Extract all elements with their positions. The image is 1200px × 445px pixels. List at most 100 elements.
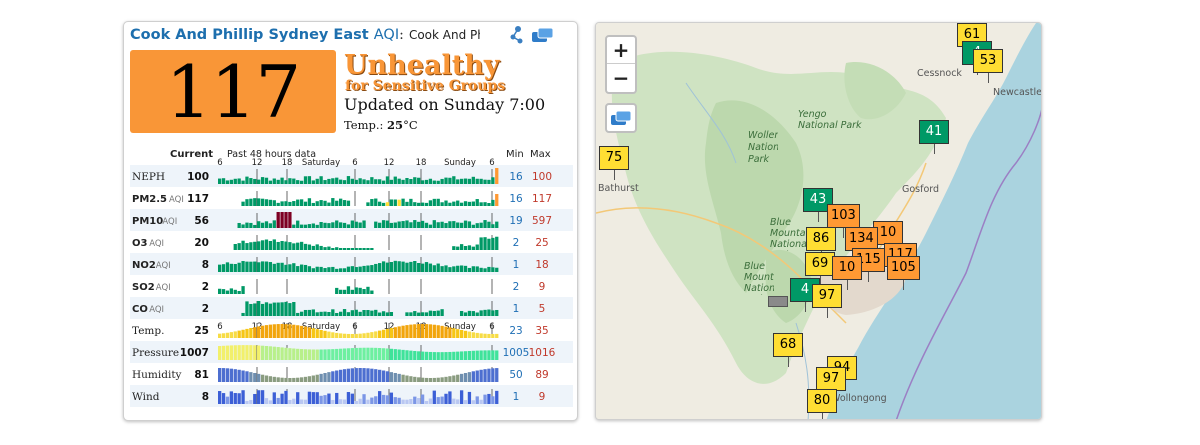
sparkline-bar <box>420 324 425 338</box>
sparkline-bar <box>229 263 234 272</box>
sparkline-bar <box>456 179 460 184</box>
marker-pin <box>805 302 806 312</box>
sparkline-bar <box>319 245 323 250</box>
sparkline-bar <box>440 309 444 316</box>
sparkline-bar <box>354 287 358 294</box>
sparkline-bar <box>491 350 495 360</box>
aqi-station-marker[interactable]: 97 <box>812 284 842 318</box>
sparkline-bar <box>491 177 495 184</box>
sparkline-bar <box>436 325 440 338</box>
aqi-value-box: 117 <box>130 50 336 133</box>
sparkline-bar <box>303 243 308 250</box>
sparkline-bar <box>479 237 483 250</box>
sparkline-bar <box>303 376 308 382</box>
sparkline-bar <box>397 178 401 184</box>
sparkline-bar <box>385 348 390 360</box>
sparkline-bar <box>253 327 257 338</box>
aqi-station-marker[interactable]: 105 <box>887 256 920 290</box>
sparkline-bar <box>292 324 296 338</box>
sparkline-bar <box>253 303 257 316</box>
sparkline-bar <box>338 399 343 404</box>
sparkline-bar <box>303 264 308 272</box>
sparkline-bar <box>405 262 409 272</box>
sparkline-bar <box>237 330 241 338</box>
aqi-station-marker[interactable]: 75 <box>599 146 629 180</box>
offline-station-marker[interactable] <box>768 296 788 307</box>
aqi-station-marker[interactable]: 53 <box>973 49 1003 83</box>
aqi-station-marker[interactable]: 68 <box>773 333 803 367</box>
sparkline-bar <box>272 346 276 360</box>
share-icon[interactable] <box>507 25 529 45</box>
sparkline-bar <box>327 178 331 184</box>
sparkline-bar <box>303 399 308 404</box>
sparkline-bar <box>495 194 499 206</box>
sparkline-bar <box>420 351 425 360</box>
sparkline-bar <box>463 220 468 228</box>
sparkline-bar <box>323 311 327 316</box>
sparkline-bar <box>331 332 335 338</box>
aqi-station-marker[interactable]: 103 <box>827 204 860 238</box>
aqi-station-marker[interactable]: 10 <box>832 256 862 290</box>
sparkline-bar <box>366 399 370 404</box>
sparkline-bar <box>456 329 460 338</box>
sparkline-bar <box>413 177 417 184</box>
sparkline-bar <box>475 396 479 404</box>
sparkline-bar <box>362 310 366 316</box>
aqi-station-marker[interactable]: 69 <box>805 252 835 286</box>
sparkline-bar <box>358 398 362 404</box>
sparkline-bar <box>319 176 323 184</box>
sparkline-bar <box>475 370 479 382</box>
sparkline-bar <box>253 198 257 206</box>
marker-pin <box>827 308 828 318</box>
sparkline-bar <box>374 221 378 228</box>
map-layers-button[interactable] <box>605 103 637 133</box>
sparkline-bar <box>233 178 237 184</box>
station-city-link[interactable]: Cook And Phillip Sydney East <box>130 27 369 43</box>
sparkline-bar <box>428 351 433 360</box>
sparkline-bar <box>378 201 382 206</box>
aqi-station-marker[interactable]: 86 <box>806 227 836 261</box>
sparkline-bar <box>370 310 374 316</box>
sparkline-bar <box>299 180 304 184</box>
sparkline-bar <box>350 393 354 404</box>
zoom-out-button[interactable]: − <box>612 66 630 90</box>
layers-icon[interactable] <box>531 25 555 45</box>
sparkline-bar <box>389 179 394 184</box>
sparkline-bar <box>487 393 491 404</box>
sparkline-bar <box>479 267 483 272</box>
row-label-suffix: AQI <box>169 195 184 205</box>
sparkline-bar <box>417 312 421 316</box>
sparkline-bar <box>346 224 351 228</box>
row-min-value: 16 <box>509 171 523 183</box>
sparkline-bar <box>491 237 495 250</box>
sparkline-bar <box>327 246 331 250</box>
aqi-station-marker[interactable]: 80 <box>807 389 837 419</box>
sparkline-bar <box>389 348 394 360</box>
sparkline-bar <box>456 222 460 228</box>
sparkline-bar <box>323 373 327 382</box>
sparkline-bar <box>225 332 230 338</box>
sparkline-bar <box>229 391 234 404</box>
zoom-in-button[interactable]: + <box>607 37 635 64</box>
sparkline-bar <box>448 202 452 206</box>
sparkline-bar <box>225 345 230 360</box>
sparkline-bar <box>475 199 479 206</box>
aqi-station-marker[interactable]: 97 <box>816 367 846 401</box>
sparkline-bar <box>288 264 292 272</box>
sparkline-bar <box>432 352 436 360</box>
sparkline-bar <box>420 394 425 404</box>
sparkline-bar <box>401 179 405 184</box>
sparkline-bar <box>444 200 448 206</box>
sparkline-bar <box>491 396 495 404</box>
aqi-station-marker[interactable]: 41 <box>919 120 949 154</box>
sparkline-bar <box>272 324 276 338</box>
aqi-value: 117 <box>165 49 301 134</box>
row-min-value: 19 <box>509 215 522 227</box>
map-panel[interactable]: Cessnock Newcastle Yengo National Park W… <box>595 22 1042 420</box>
sparkline-bar <box>354 221 358 228</box>
sparkline-bar <box>342 268 347 272</box>
sparkline-bar <box>467 331 472 338</box>
sparkline-bar <box>245 222 249 228</box>
sparkline-bar <box>237 243 241 250</box>
sparkline-bar <box>448 391 452 404</box>
